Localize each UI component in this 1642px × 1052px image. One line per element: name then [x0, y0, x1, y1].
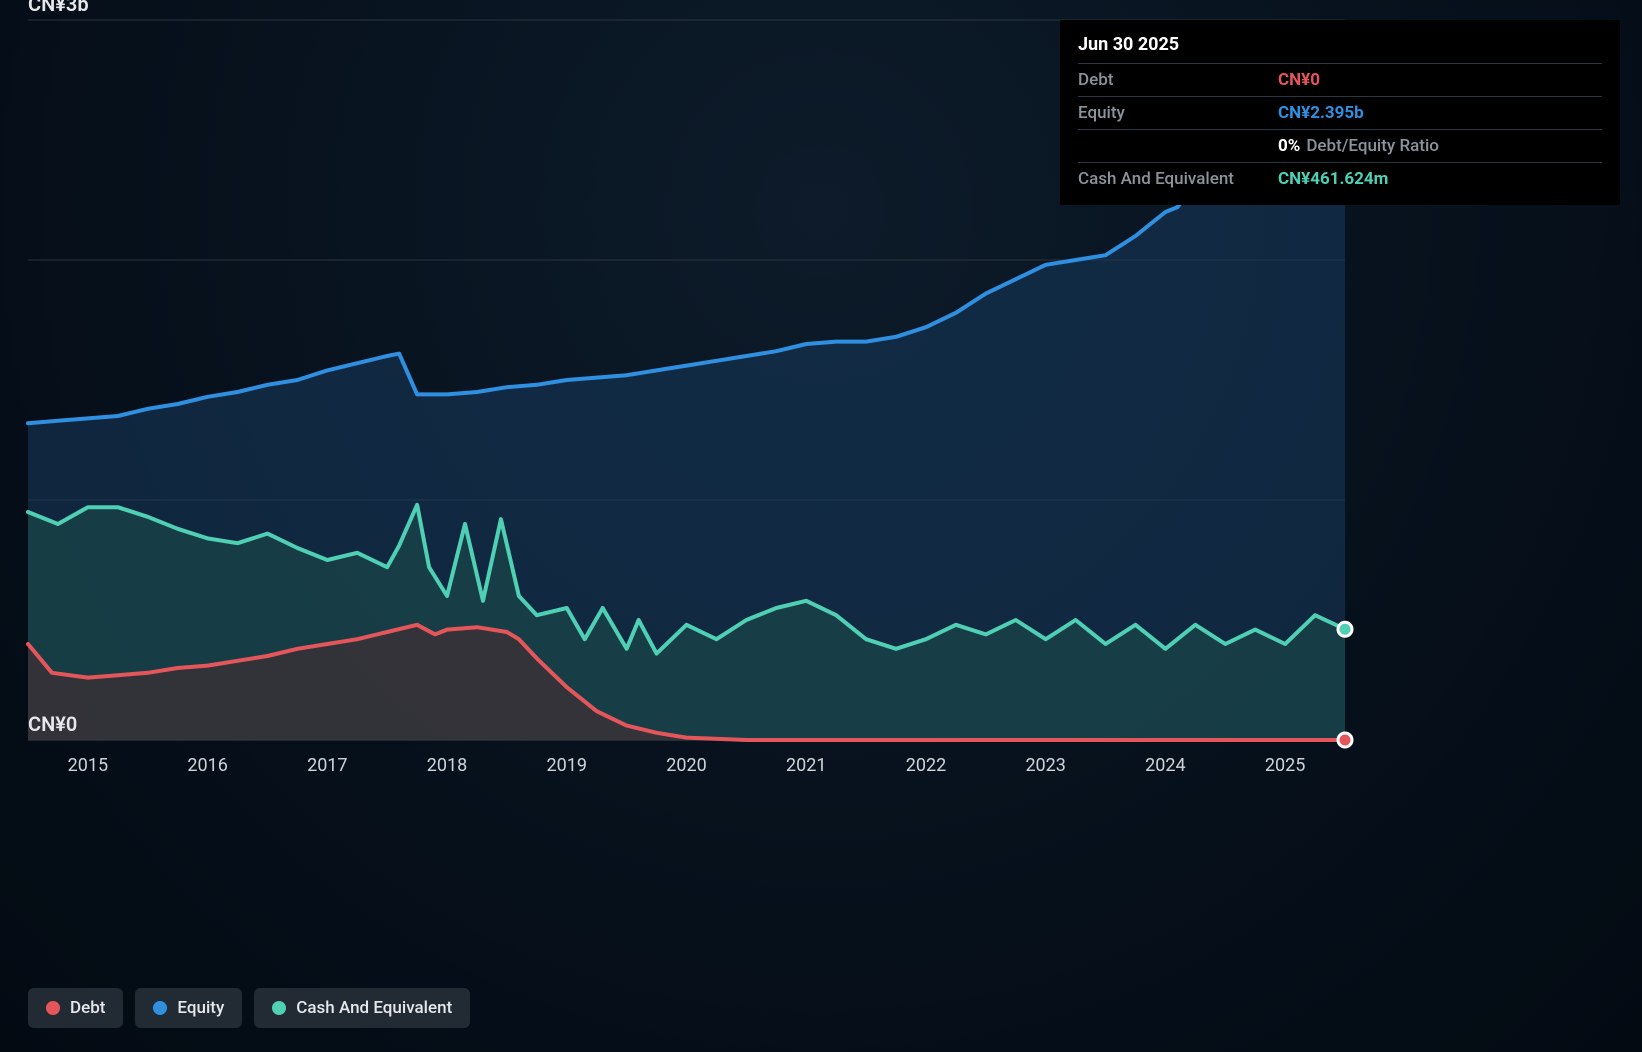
x-tick-label: 2024 [1145, 755, 1185, 776]
tooltip-row-value: CN¥461.624m [1278, 169, 1388, 189]
tooltip-row-value: 0% [1278, 136, 1300, 156]
x-tick-label: 2017 [307, 755, 347, 776]
tooltip-row-equity: EquityCN¥2.395b [1078, 96, 1602, 129]
x-tick-label: 2023 [1025, 755, 1065, 776]
legend-item-debt[interactable]: Debt [28, 988, 123, 1028]
x-tick-label: 2022 [906, 755, 946, 776]
chart-legend: Debt Equity Cash And Equivalent [28, 988, 470, 1028]
x-tick-label: 2020 [666, 755, 706, 776]
y-tick-label: CN¥0 [28, 712, 77, 736]
tooltip-row-label [1078, 136, 1278, 156]
legend-item-cash[interactable]: Cash And Equivalent [254, 988, 470, 1028]
x-tick-label: 2015 [68, 755, 108, 776]
x-tick-label: 2025 [1265, 755, 1305, 776]
legend-item-equity[interactable]: Equity [135, 988, 242, 1028]
tooltip-row-cash: Cash And EquivalentCN¥461.624m [1078, 162, 1602, 195]
chart-tooltip: Jun 30 2025 DebtCN¥0EquityCN¥2.395b0%Deb… [1060, 20, 1620, 205]
tooltip-row-debt: DebtCN¥0 [1078, 63, 1602, 96]
tooltip-row-label: Debt [1078, 70, 1278, 90]
tooltip-row-suffix: Debt/Equity Ratio [1306, 136, 1439, 156]
x-tick-label: 2016 [187, 755, 227, 776]
legend-dot-icon [153, 1001, 167, 1015]
tooltip-row-label: Cash And Equivalent [1078, 169, 1278, 189]
tooltip-row-value: CN¥0 [1278, 70, 1320, 90]
series-group [28, 121, 1345, 740]
tooltip-row-value: CN¥2.395b [1278, 103, 1364, 123]
tooltip-row-label: Equity [1078, 103, 1278, 123]
x-tick-label: 2018 [427, 755, 467, 776]
legend-label: Cash And Equivalent [296, 998, 452, 1018]
x-tick-label: 2019 [547, 755, 587, 776]
legend-dot-icon [46, 1001, 60, 1015]
endpoint-marker-cash [1338, 622, 1352, 636]
tooltip-row-ratio: 0% Debt/Equity Ratio [1078, 129, 1602, 162]
legend-label: Debt [70, 998, 105, 1018]
y-tick-label: CN¥3b [28, 0, 89, 16]
tooltip-date: Jun 30 2025 [1078, 34, 1602, 63]
debt-equity-cash-chart: CN¥0 CN¥3b 2015 2016 2017 2018 2019 2020 2021 20… [0, 0, 1642, 1052]
x-tick-label: 2021 [786, 755, 826, 776]
legend-dot-icon [272, 1001, 286, 1015]
legend-label: Equity [177, 998, 224, 1018]
endpoint-marker-debt [1338, 733, 1352, 747]
